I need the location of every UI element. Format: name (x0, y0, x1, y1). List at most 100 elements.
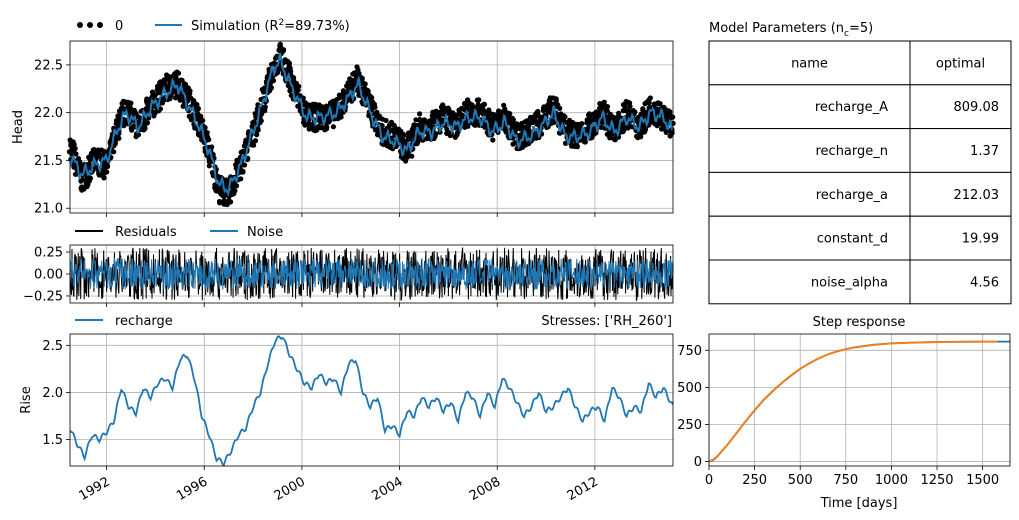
head-simulation-line (69, 52, 674, 197)
observation-point (112, 138, 118, 144)
observation-point (663, 129, 669, 135)
param-name: recharge_A (815, 100, 888, 115)
y-tick-label: 0 (694, 455, 702, 470)
observation-point (369, 95, 375, 101)
observation-point (206, 163, 212, 169)
observation-point (142, 123, 148, 129)
observation-point (287, 65, 293, 71)
legend-noise-label: Noise (247, 225, 283, 240)
observation-point (280, 48, 286, 54)
param-name: noise_alpha (811, 275, 888, 290)
x-tick-label: 1000 (875, 473, 908, 488)
param-value: 1.37 (970, 144, 999, 159)
observation-point (383, 117, 389, 124)
observation-point (505, 110, 511, 117)
observation-point (553, 96, 559, 102)
y-tick-label: 500 (677, 381, 702, 396)
observation-point (647, 95, 654, 101)
y-tick-label: 2.0 (42, 386, 63, 401)
observation-point (187, 88, 193, 94)
observation-point (232, 188, 238, 194)
x-tick-label: 1992 (76, 474, 112, 504)
table-cell (909, 84, 1012, 130)
y-tick-label: 0.00 (34, 268, 63, 283)
observation-point (379, 123, 385, 129)
table-cell (708, 259, 911, 305)
contribution-y-ticks: 1.5 2.0 2.5 (42, 339, 70, 448)
legend-recharge-label: recharge (115, 314, 173, 329)
y-tick-label: 250 (677, 418, 702, 433)
table-cell (909, 40, 1012, 86)
observation-point (582, 139, 588, 145)
step-y-ticks: 0 250 500 750 (677, 344, 709, 470)
observation-point (233, 183, 240, 189)
x-tick-label: 1500 (966, 473, 999, 488)
step-x-ticks: 0 250 500 750 1000 1250 1500 (705, 466, 999, 488)
observation-point (365, 88, 371, 94)
observation-point (101, 175, 107, 181)
observation-point (323, 103, 329, 109)
step-response-line-gamma (708, 340, 1010, 463)
observation-point (417, 111, 423, 117)
observation-point (502, 106, 508, 112)
table-header-optimal: optimal (936, 56, 985, 71)
observation-point (254, 132, 260, 138)
x-tick-label: 250 (742, 473, 767, 488)
observation-point (188, 116, 194, 122)
param-name: constant_d (817, 232, 888, 247)
observation-point (557, 105, 563, 111)
param-value: 212.03 (954, 188, 1000, 203)
stresses-title: Stresses: ['RH_260'] (541, 314, 672, 329)
x-tick-label: 2004 (369, 474, 405, 504)
param-name: recharge_n (815, 144, 888, 159)
observation-point (252, 138, 259, 144)
observation-point (144, 120, 150, 126)
residuals-x-ticks (106, 303, 596, 307)
y-tick-label: 22.5 (34, 58, 63, 73)
param-value: 4.56 (970, 275, 999, 290)
param-value: 19.99 (962, 232, 999, 247)
contribution-ylabel: Rise (19, 386, 34, 413)
parameters-title: Model Parameters (nc=5) (709, 21, 873, 39)
table-header-name: name (791, 56, 828, 71)
observation-point (667, 109, 673, 115)
table-cell (708, 84, 911, 130)
step-response-line-exp (708, 340, 998, 463)
x-tick-label: 1996 (174, 474, 210, 504)
noise-line (69, 257, 674, 292)
y-tick-label: 750 (677, 344, 702, 359)
observation-point (191, 98, 197, 104)
head-ylabel: Head (11, 110, 26, 144)
observation-point (625, 125, 631, 131)
observation-point (73, 151, 79, 157)
legend-residuals-label: Residuals (115, 225, 177, 240)
observation-point (228, 199, 234, 205)
observation-point (607, 135, 613, 141)
residuals-y-ticks: −0.25 0.00 0.25 (23, 246, 70, 304)
contribution-grid (70, 334, 673, 466)
observation-point (362, 81, 368, 87)
observation-point (476, 97, 482, 103)
observation-point (195, 106, 201, 112)
observation-point (669, 130, 675, 136)
observation-point (128, 100, 134, 106)
observation-point (586, 111, 593, 117)
contribution-x-ticks: 1992 1996 2000 2004 2008 2012 (76, 466, 601, 504)
observation-point (268, 85, 274, 91)
observation-point (72, 145, 78, 152)
observation-point (116, 135, 122, 141)
y-tick-label: −0.25 (23, 289, 63, 304)
observation-point (510, 117, 516, 123)
table-cell (708, 215, 911, 261)
step-axes-frame (708, 333, 1011, 467)
observation-point (468, 110, 474, 116)
observation-point (240, 168, 246, 174)
y-tick-label: 0.25 (34, 246, 63, 261)
legend-observed-label: 0 (115, 19, 123, 34)
head-axes-frame (69, 40, 674, 214)
step-grid (708, 334, 1010, 466)
observation-point (306, 120, 312, 126)
observation-point (604, 108, 610, 114)
observation-point (104, 163, 110, 169)
